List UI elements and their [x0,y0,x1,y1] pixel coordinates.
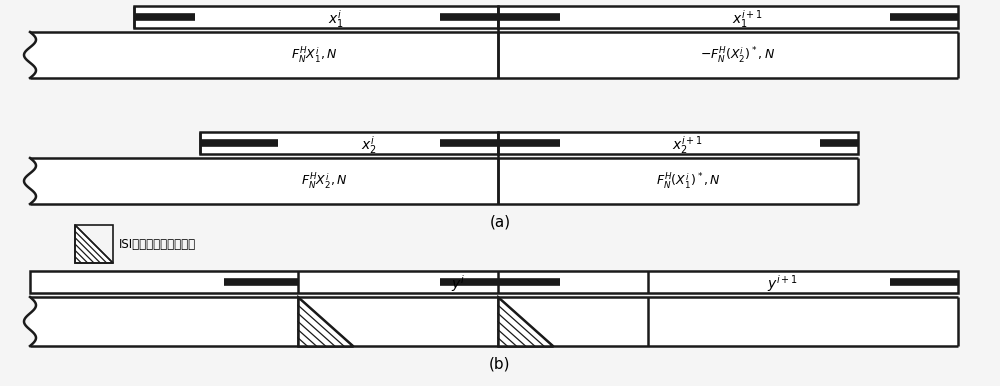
Bar [30,32,958,78]
Polygon shape [75,225,113,263]
Text: $F_N^H X_2^i, N$: $F_N^H X_2^i, N$ [301,171,347,191]
Text: (b): (b) [489,357,511,371]
Text: $x_1^{i+1}$: $x_1^{i+1}$ [732,8,764,30]
Bar [498,6,958,28]
Text: $x_2^i$: $x_2^i$ [361,134,377,156]
Polygon shape [498,297,553,346]
Polygon shape [298,297,353,346]
Text: $y^{i+1}$: $y^{i+1}$ [767,273,799,294]
Bar [30,158,858,204]
Text: $x_2^{i+1}$: $x_2^{i+1}$ [672,134,704,156]
Bar [30,271,958,293]
Bar [134,6,498,28]
Text: (a): (a) [489,215,511,230]
Text: $x_1^i$: $x_1^i$ [328,8,344,30]
Bar [498,132,858,154]
Text: $-F_N^H (X_2^i)^*, N$: $-F_N^H (X_2^i)^*, N$ [700,45,776,65]
Bar [30,297,958,346]
Bar [75,225,113,263]
Text: $F_N^H X_1^i, N$: $F_N^H X_1^i, N$ [291,45,337,65]
Text: ISI与循环前缀重构部分: ISI与循环前缀重构部分 [119,237,196,251]
Bar [200,132,498,154]
Text: $y^i$: $y^i$ [451,273,465,294]
Text: $F_N^H (X_1^i)^*, N$: $F_N^H (X_1^i)^*, N$ [656,171,720,191]
